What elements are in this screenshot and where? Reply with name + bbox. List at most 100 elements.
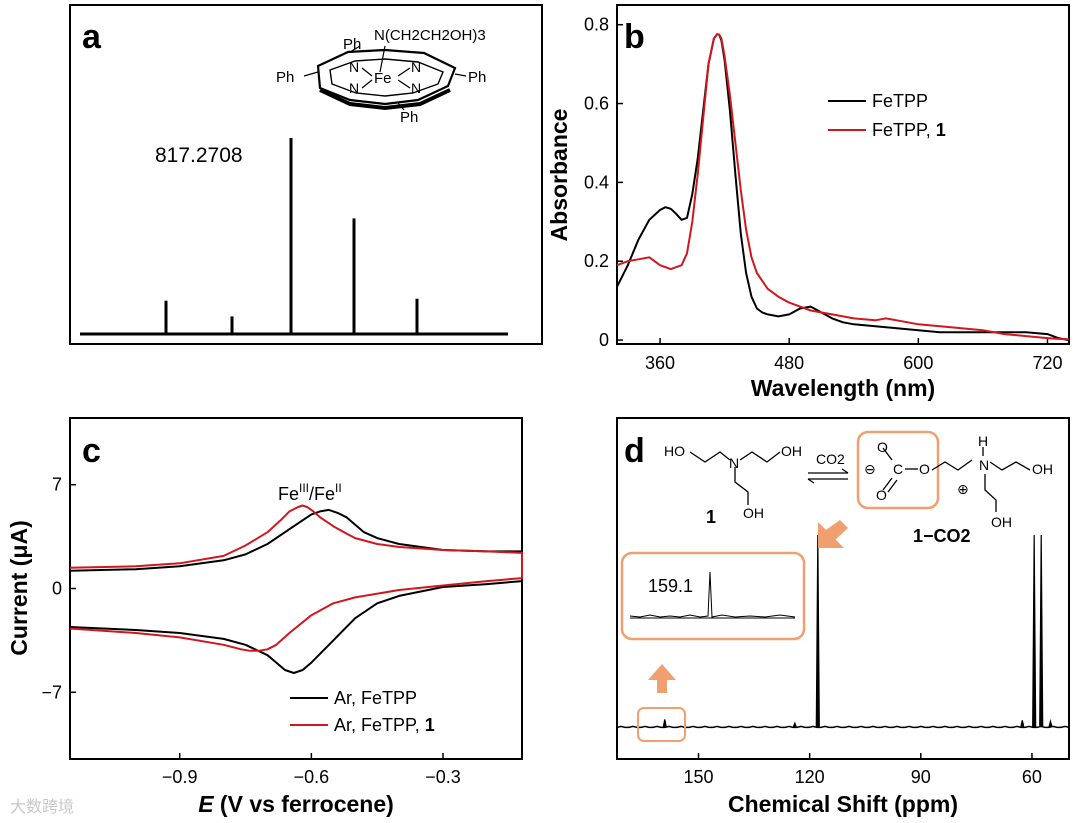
n-label-2: N	[411, 59, 421, 75]
c-xtick-label-0: −0.9	[162, 767, 198, 787]
carbamate-minus: ⊖	[864, 461, 876, 477]
nmr-peak-124	[792, 721, 797, 728]
panel-b: b 360 480 600 720 0 0.2 0.4 0.6 0.8 Wavelength (…	[546, 4, 1070, 401]
ammonium-oh-right: OH	[1032, 461, 1053, 477]
carbamate-o-bottom: O	[876, 487, 887, 503]
nmr-peak-117.8	[815, 534, 820, 728]
ph-label-left: Ph	[276, 69, 294, 86]
carbamate-highlight	[856, 430, 940, 510]
porphyrin-base-shadow	[319, 88, 451, 111]
panel-d-spectrum	[616, 534, 1070, 729]
scheme-co2: CO2	[816, 451, 845, 467]
carbamate-o-right: O	[919, 461, 930, 477]
d-xtick-label-60: 60	[1022, 767, 1042, 787]
c-o-top	[882, 447, 893, 461]
panel-b-axes: 360 480 600 720 0 0.2 0.4 0.6 0.8	[584, 15, 1063, 373]
b-xtick-label-600: 600	[903, 353, 933, 373]
n-fe-bond-1	[361, 67, 373, 77]
legend-label-ar-fetpp-1-bold: 1	[425, 715, 435, 735]
n-label-4: N	[411, 80, 421, 96]
nmr-peak-62.6	[1020, 720, 1025, 728]
panel-c-ylabel: Current (μA)	[6, 520, 32, 655]
c-xtick-label-1: −0.6	[294, 767, 330, 787]
panel-b-ylabel: Absorbance	[546, 109, 572, 242]
c-o-bottom	[882, 477, 893, 491]
tea-oh-right: OH	[781, 443, 802, 459]
equilibrium-back-head	[807, 478, 815, 484]
d-xtick-label-90: 90	[911, 767, 931, 787]
region-highlight-box	[637, 707, 686, 742]
series-fetpp	[616, 33, 1070, 342]
fetpp-structure	[303, 45, 467, 111]
ph-bond-left	[303, 71, 319, 77]
panel-c: c −0.9 −0.6 −0.3 −7 0 7 FeIII/FeII E (V vs fe…	[6, 417, 523, 817]
peak-mass-label: 817.2708	[155, 144, 243, 167]
nmr-baseline	[616, 725, 1070, 729]
ammonium-arm-right	[989, 461, 1031, 471]
ph-bond-right	[454, 73, 467, 77]
scheme-compound-1: 1	[706, 507, 716, 527]
nmr-peak-59.4	[1032, 534, 1037, 728]
up-arrow	[648, 664, 676, 693]
fe-label: Fe	[374, 70, 392, 87]
panel-d-plot-frame	[616, 417, 1070, 760]
ammonium-plus: ⊕	[957, 481, 969, 497]
panel-c-label: c	[82, 432, 101, 470]
ph-label-right: Ph	[468, 69, 486, 86]
panel-d-axes: 150 120 90 60	[683, 753, 1042, 787]
ester-chain	[931, 459, 973, 471]
tea-ho-left: HO	[664, 443, 685, 459]
ammonium-n: N	[979, 457, 989, 473]
redox-sep: /Fe	[309, 484, 335, 504]
panel-a: a 817.2708 N(CH2CH2OH)3 Fe N N N N Ph Ph…	[69, 4, 543, 345]
c-ytick-label-1: 0	[52, 579, 62, 599]
c-ytick-label-2: 7	[52, 475, 62, 495]
reaction-scheme	[689, 430, 1031, 512]
c-o-bottom-double	[887, 479, 898, 493]
ph-bond-bottom	[397, 102, 405, 111]
legend-label-fetpp-1-text: FeTPP,	[872, 120, 931, 140]
tea-arm-right	[739, 451, 781, 463]
panel-b-xlabel: Wavelength (nm)	[751, 375, 935, 401]
nmr-peak-57.5	[1039, 534, 1044, 728]
scheme-compound-1-co2: 1−CO2	[913, 526, 971, 546]
b-ytick-label-3: 0.6	[584, 94, 609, 114]
legend-label-ar-fetpp: Ar, FeTPP	[334, 688, 417, 708]
inset-box	[620, 551, 806, 641]
n-label-3: N	[349, 80, 359, 96]
watermark: 大数跨境	[10, 797, 74, 816]
legend-label-ar-fetpp-1: Ar, FeTPP, 1	[334, 715, 435, 735]
ammonium-oh-bottom: OH	[991, 514, 1012, 530]
legend-label-fetpp-1-bold: 1	[936, 120, 946, 140]
d-xtick-label-150: 150	[683, 767, 713, 787]
nmr-peak-159.1	[662, 719, 667, 728]
d-xtick-label-120: 120	[795, 767, 825, 787]
panel-d-xlabel: Chemical Shift (ppm)	[728, 791, 958, 817]
n-fe-bond-2	[397, 67, 411, 77]
b-ytick-label-1: 0.2	[584, 251, 609, 271]
panel-a-frame	[69, 4, 543, 345]
panel-d-label: d	[624, 432, 645, 470]
carbamate-o-top: O	[877, 439, 888, 455]
b-ytick-label-0: 0	[599, 330, 609, 350]
legend-label-fetpp-1: FeTPP, 1	[872, 120, 946, 140]
redox-fe-1: Fe	[278, 484, 299, 504]
c-ytick-label-0: −7	[41, 682, 62, 702]
b-ytick-label-4: 0.8	[584, 15, 609, 35]
panel-c-xlabel-e: E	[198, 791, 214, 817]
panel-b-plot-frame	[616, 4, 1070, 345]
panel-c-legend: Ar, FeTPP Ar, FeTPP, 1	[290, 688, 435, 735]
tea-arm-left	[689, 451, 731, 463]
redox-sup-2: II	[335, 481, 342, 495]
nmr-peak-55	[1048, 718, 1053, 728]
down-left-arrowhead	[818, 522, 844, 548]
equilibrium-forward-head	[841, 468, 849, 474]
ammonium-h: H	[978, 433, 988, 449]
redox-sup-1: III	[299, 481, 309, 495]
mass-spectrum-bars	[164, 138, 419, 334]
panel-b-legend: FeTPP FeTPP, 1	[828, 91, 946, 140]
panel-d: d 150 120 90 60 Chemical Shift (ppm) 159.1	[616, 417, 1070, 817]
legend-label-ar-fetpp-1-text: Ar, FeTPP,	[334, 715, 420, 735]
panel-c-axes: −0.9 −0.6 −0.3 −7 0 7	[41, 475, 460, 787]
